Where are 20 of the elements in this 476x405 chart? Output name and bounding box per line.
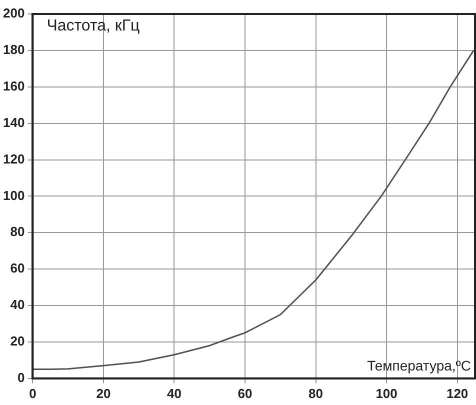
x-tick-label: 100 (376, 386, 398, 401)
y-tick-label: 140 (2, 114, 25, 130)
x-tick-label: 80 (308, 386, 324, 401)
x-tick-label: 60 (238, 386, 252, 401)
y-tick-label: 40 (10, 297, 25, 312)
y-tick-label: 0 (17, 370, 25, 385)
x-tick-label: 120 (446, 386, 468, 401)
x-tick-label: 40 (166, 386, 182, 401)
y-tick-label: 120 (2, 151, 25, 166)
y-tick-label: 160 (2, 78, 25, 94)
y-tick-label: 100 (2, 188, 25, 203)
y-tick-label: 200 (2, 6, 25, 21)
x-axis-title: Температура,ºС (367, 357, 471, 374)
y-tick-label: 20 (10, 334, 25, 349)
chart-title: Частота, кГц (46, 17, 140, 34)
x-tick-label: 20 (96, 386, 111, 401)
x-tick-label: 0 (29, 386, 36, 401)
y-tick-label: 80 (10, 224, 25, 240)
y-tick-label: 180 (2, 42, 25, 58)
y-tick-label: 60 (10, 260, 25, 276)
